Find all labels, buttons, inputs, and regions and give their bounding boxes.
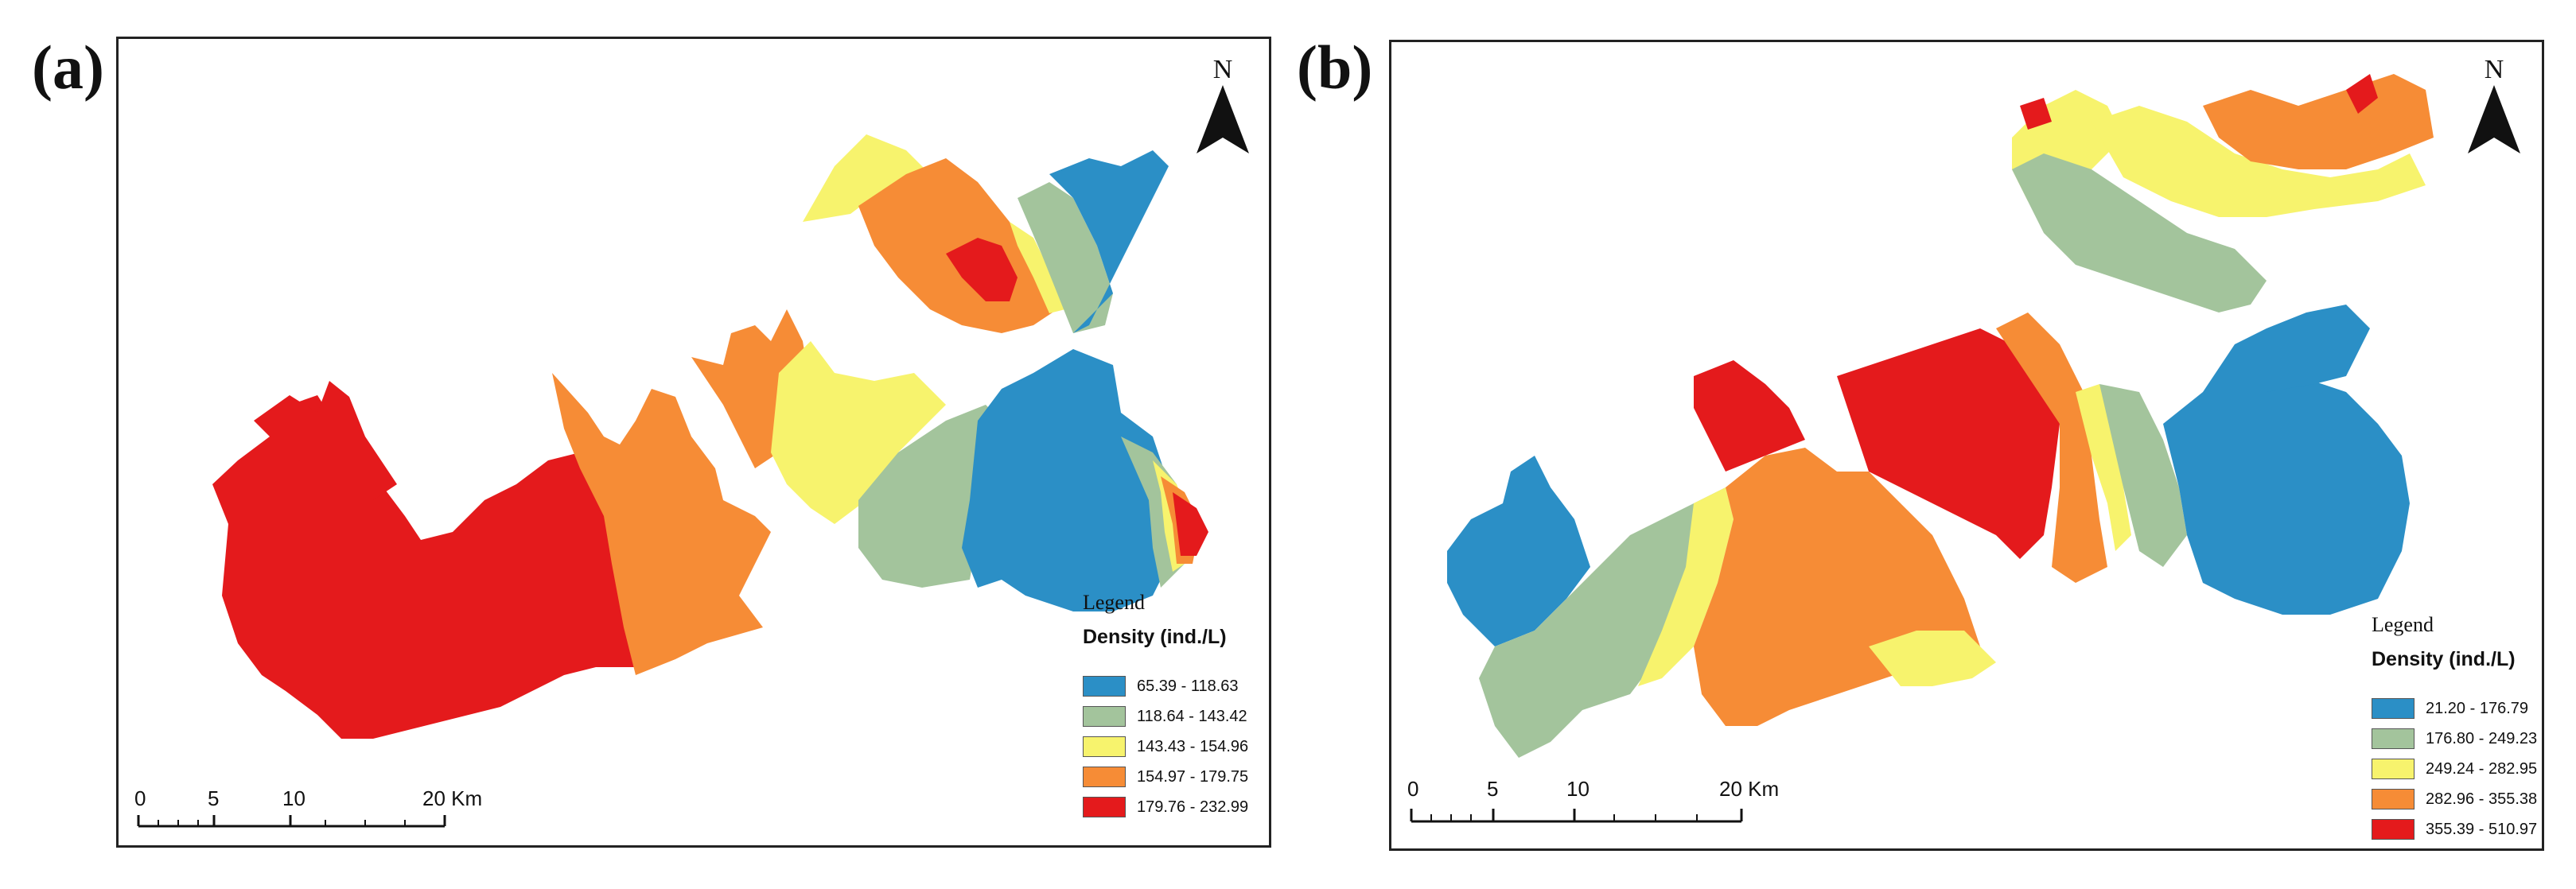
legend-swatch	[1083, 676, 1126, 697]
zone-eastband-yellow-b	[2076, 384, 2131, 551]
reservoir-map-b	[1447, 74, 2434, 758]
legend-item: 179.76 - 232.99	[1083, 792, 1248, 822]
north-arrow-icon	[1197, 85, 1249, 153]
legend-item: 355.39 - 510.97	[2372, 814, 2537, 844]
zone-eastband-orange-b	[1996, 313, 2107, 583]
scale-label-5: 5	[208, 786, 220, 810]
zone-center-yellow-b	[1869, 631, 1996, 686]
legend-label: 21.20 - 176.79	[2426, 699, 2528, 717]
scale-bar-b: 0 5 10 20 Km	[1407, 777, 1779, 833]
legend-label: 176.80 - 249.23	[2426, 729, 2538, 747]
zone-west-green-b	[1479, 487, 1726, 758]
zone-north-red-b	[2020, 98, 2052, 130]
scale-label-10: 10	[282, 786, 305, 810]
legend-label: 249.24 - 282.95	[2426, 759, 2538, 778]
scale-ruler-b	[1410, 809, 1743, 823]
zone-center-yellow-a	[771, 341, 946, 524]
legend-item: 118.64 - 143.42	[1083, 701, 1248, 732]
zone-west-blue-b	[1447, 456, 1590, 646]
scale-bar-a: 0 5 10 20 Km	[134, 786, 482, 834]
zone-east-blue-b	[2163, 376, 2410, 615]
zone-north-green-b	[2012, 153, 2267, 313]
scale-label-0: 0	[134, 786, 146, 810]
legend-swatch	[2372, 759, 2415, 779]
legend-swatch	[1083, 797, 1126, 817]
legend-title-a: Legend	[1083, 591, 1145, 614]
zone-eastband-green-b	[2099, 384, 2187, 567]
zone-east-blue2-b	[2203, 305, 2370, 392]
scale-label-20: 20 Km	[422, 786, 483, 810]
legend-label: 154.97 - 179.75	[1137, 767, 1249, 786]
map-frame-a: N Legend Density (ind./L) 65.39 - 118.63…	[116, 37, 1271, 848]
north-label-b: N	[2484, 55, 2504, 84]
zone-ne-yellow-a	[803, 134, 930, 222]
legend-label: 143.43 - 154.96	[1137, 737, 1249, 755]
legend-item: 65.39 - 118.63	[1083, 671, 1248, 701]
reservoir-map-a	[212, 134, 1208, 739]
zone-ne-green-a	[1018, 182, 1113, 333]
zone-east-blue-a	[962, 349, 1177, 611]
zone-ne-red-a	[946, 238, 1018, 301]
legend-subtitle-b: Density (ind./L)	[2372, 648, 2516, 670]
north-arrow-icon	[2468, 85, 2520, 153]
legend-a: Legend Density (ind./L) 65.39 - 118.63 1…	[1083, 591, 1248, 822]
map-frame-b: N Legend Density (ind./L) 21.20 - 176.79…	[1389, 40, 2544, 851]
legend-label: 355.39 - 510.97	[2426, 820, 2538, 838]
legend-swatch	[2372, 728, 2415, 749]
north-arrow-b: N	[2462, 55, 2526, 157]
scale-label-0: 0	[1407, 777, 1419, 801]
zone-center-red-b	[1694, 360, 1805, 472]
legend-label: 282.96 - 355.38	[2426, 790, 2538, 808]
legend-label: 65.39 - 118.63	[1137, 677, 1239, 695]
legend-swatch	[2372, 819, 2415, 840]
north-arrow-a: N	[1191, 55, 1255, 157]
legend-b: Legend Density (ind./L) 21.20 - 176.79 1…	[2372, 613, 2537, 844]
panel-a-label: (a)	[32, 33, 104, 102]
zone-west-a	[212, 395, 636, 739]
legend-item: 21.20 - 176.79	[2372, 693, 2537, 724]
zone-center-red2-b	[1837, 328, 2060, 559]
legend-swatch	[2372, 789, 2415, 809]
legend-label: 118.64 - 143.42	[1137, 707, 1247, 725]
zone-west-a-arm	[254, 381, 397, 500]
scale-label-10: 10	[1566, 777, 1590, 801]
legend-swatch	[1083, 767, 1126, 787]
zone-north-red2-b	[2346, 74, 2378, 114]
legend-item: 176.80 - 249.23	[2372, 724, 2537, 754]
legend-item: 282.96 - 355.38	[2372, 784, 2537, 814]
legend-swatch	[2372, 698, 2415, 719]
legend-swatch	[1083, 706, 1126, 727]
scale-label-20: 20 Km	[1719, 777, 1780, 801]
legend-item: 154.97 - 179.75	[1083, 762, 1248, 792]
legend-swatch	[1083, 736, 1126, 757]
legend-title-b: Legend	[2372, 613, 2434, 636]
zone-east-red-a	[1173, 492, 1208, 556]
legend-item: 249.24 - 282.95	[2372, 754, 2537, 784]
scale-label-5: 5	[1487, 777, 1499, 801]
panel-b-label: (b)	[1297, 33, 1373, 102]
north-label-a: N	[1212, 55, 1233, 84]
zone-midwest-a	[552, 373, 771, 675]
zone-west-yellow-b	[1638, 487, 1734, 686]
legend-item: 143.43 - 154.96	[1083, 732, 1248, 762]
legend-label: 179.76 - 232.99	[1137, 798, 1249, 816]
scale-ruler-a	[137, 815, 446, 828]
zone-ne-lightyellow-a	[1010, 222, 1065, 313]
legend-subtitle-a: Density (ind./L)	[1083, 626, 1227, 648]
zone-ne-blue-a	[1049, 150, 1169, 333]
